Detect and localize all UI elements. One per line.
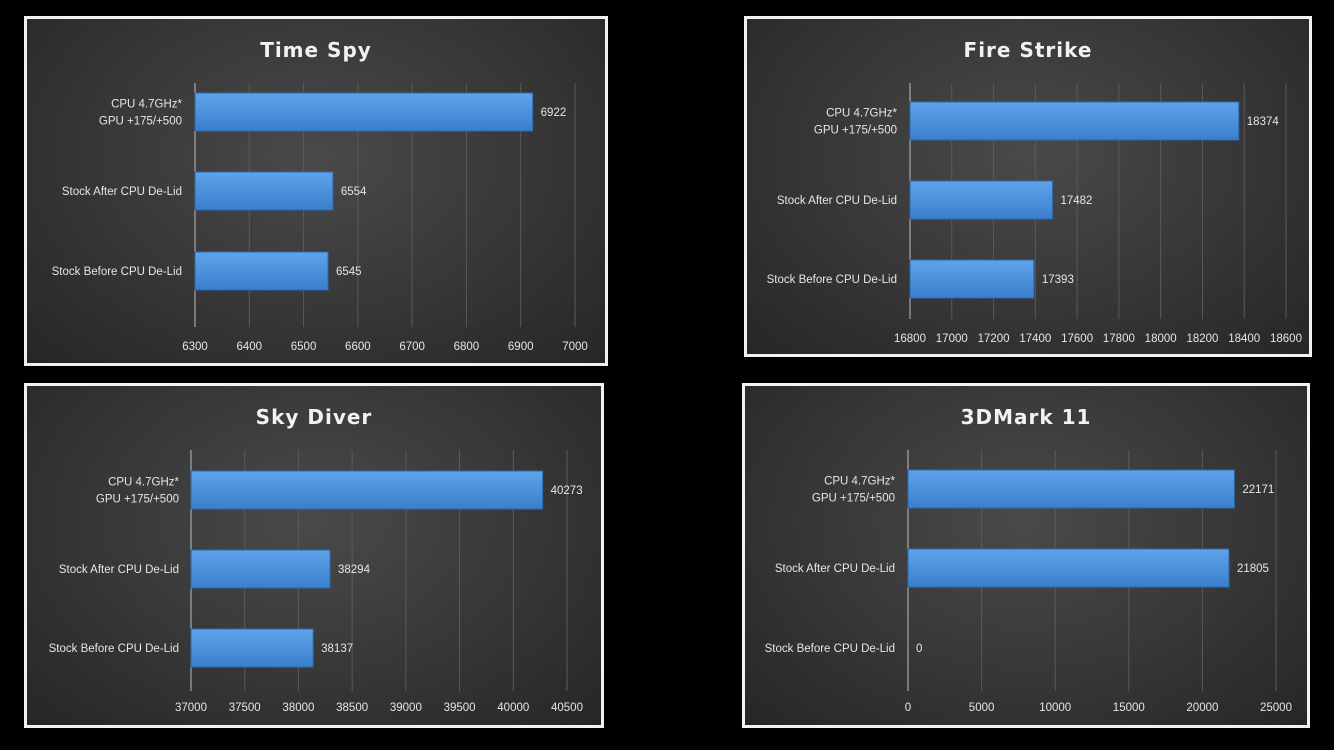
data-label: 22171 [1242,484,1274,496]
data-label: 6545 [336,266,362,278]
bar [194,171,334,211]
bar [907,469,1235,509]
tick-label: 0 [905,702,911,714]
data-label: 6922 [541,107,567,119]
time-spy-chart-panel: Time Spy 6922 CPU 4.7GHz* GPU +175/+500 6554… [24,16,608,366]
tick-label: 6400 [236,341,262,353]
bar [190,470,544,510]
category-label: CPU 4.7GHz* GPU +175/+500 [814,108,898,137]
bar [909,259,1035,299]
tick-label: 20000 [1186,702,1218,714]
tick-label: 6800 [454,341,480,353]
tick-label: 7000 [562,341,588,353]
data-label: 0 [916,643,922,655]
chart-title: Sky Diver [256,405,373,429]
category-label: Stock After CPU De-Lid [59,564,179,576]
tick-label: 17800 [1103,333,1135,345]
tick-label: 6300 [182,341,208,353]
sky-diver-chart-panel: Sky Diver 40273 CPU 4.7GHz* GPU +175/+500 38… [24,383,604,728]
tick-label: 25000 [1260,702,1292,714]
category-label: Stock Before CPU De-Lid [52,266,182,278]
tick-label: 17400 [1019,333,1051,345]
data-label: 38294 [338,564,371,576]
bar [194,251,329,291]
tick-label: 17600 [1061,333,1093,345]
tick-label: 6500 [291,341,317,353]
tick-label: 40500 [551,702,583,714]
tick-label: 6900 [508,341,534,353]
3dmark-11-chart: 3DMark 11 22171 CPU 4.7GHz* GPU +175/+500 21… [765,405,1292,714]
sky-diver-chart: Sky Diver 40273 CPU 4.7GHz* GPU +175/+500 38… [49,405,583,714]
category-label: Stock After CPU De-Lid [777,195,897,207]
bar [909,180,1053,220]
data-label: 38137 [321,643,353,655]
tick-label: 39500 [444,702,476,714]
category-label: Stock Before CPU De-Lid [767,274,897,286]
tick-label: 18200 [1186,333,1218,345]
tick-label: 5000 [969,702,995,714]
category-label: CPU 4.7GHz* GPU +175/+500 [99,99,183,128]
tick-label: 6600 [345,341,371,353]
fire-strike-chart: Fire Strike 18374 CPU 4.7GHz* GPU +175/+500… [767,38,1302,345]
tick-label: 38000 [282,702,314,714]
tick-label: 38500 [336,702,368,714]
bar [907,548,1230,588]
bar [909,101,1240,141]
tick-label: 37500 [229,702,261,714]
bar [190,628,314,668]
tick-label: 16800 [894,333,926,345]
bar [194,92,534,132]
data-label: 40273 [551,485,583,497]
chart-title: Fire Strike [964,38,1093,62]
tick-label: 10000 [1039,702,1071,714]
tick-label: 18400 [1228,333,1260,345]
data-label: 21805 [1237,563,1269,575]
category-label: Stock Before CPU De-Lid [765,643,895,655]
tick-label: 37000 [175,702,207,714]
bar [190,549,331,589]
tick-label: 17000 [936,333,968,345]
tick-label: 18600 [1270,333,1302,345]
category-label: Stock After CPU De-Lid [62,186,182,198]
tick-label: 17200 [978,333,1010,345]
tick-label: 6700 [399,341,425,353]
data-label: 17393 [1042,274,1074,286]
data-label: 6554 [341,186,367,198]
category-label: CPU 4.7GHz* GPU +175/+500 [812,476,896,505]
category-label: CPU 4.7GHz* GPU +175/+500 [96,477,180,506]
chart-title: Time Spy [260,38,372,62]
tick-label: 39000 [390,702,422,714]
fire-strike-chart-panel: Fire Strike 18374 CPU 4.7GHz* GPU +175/+500… [744,16,1312,357]
tick-label: 15000 [1113,702,1145,714]
category-label: Stock After CPU De-Lid [775,563,895,575]
data-label: 17482 [1060,195,1092,207]
tick-label: 18000 [1145,333,1177,345]
time-spy-chart: Time Spy 6922 CPU 4.7GHz* GPU +175/+500 6554… [52,38,588,353]
data-label: 18374 [1247,116,1280,128]
category-label: Stock Before CPU De-Lid [49,643,179,655]
tick-label: 40000 [497,702,529,714]
3dmark-11-chart-panel: 3DMark 11 22171 CPU 4.7GHz* GPU +175/+500 21… [742,383,1310,728]
chart-title: 3DMark 11 [961,405,1092,429]
